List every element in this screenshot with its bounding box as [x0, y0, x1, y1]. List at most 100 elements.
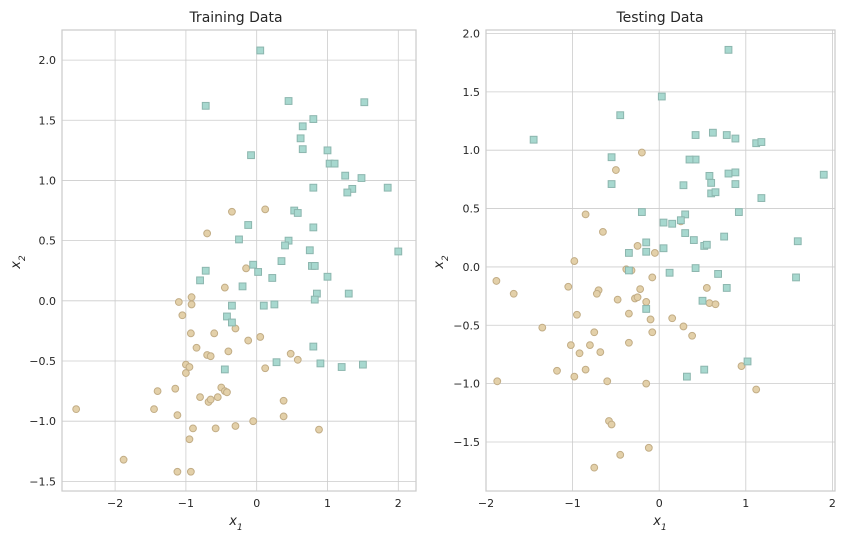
testing-point-class0 — [650, 249, 659, 257]
training-point-class1 — [357, 174, 366, 182]
testing-point-class0 — [581, 210, 590, 219]
training-point-class0 — [196, 393, 204, 402]
training-ylabel: x2 — [9, 255, 28, 270]
training-point-class1 — [344, 289, 353, 298]
testing-point-class0 — [586, 341, 594, 350]
training-point-class0 — [174, 298, 183, 306]
training-point-class1 — [330, 159, 339, 168]
training-plot-frame — [61, 29, 417, 492]
testing-point-class0 — [679, 322, 688, 331]
testing-ytick-label: −0.5 — [453, 319, 480, 332]
training-point-class0 — [256, 333, 265, 341]
testing-point-class1 — [731, 180, 740, 188]
testing-xtick-label: 0 — [656, 497, 663, 510]
training-point-class1 — [228, 318, 236, 327]
testing-point-class1 — [683, 372, 691, 381]
testing-ytick-label: −1.5 — [453, 436, 480, 449]
testing-point-class1 — [722, 284, 731, 292]
training-point-class1 — [323, 272, 332, 281]
testing-point-class0 — [648, 328, 657, 337]
testing-point-class0 — [636, 285, 645, 293]
training-ytick-label: 1.0 — [39, 174, 57, 187]
training-point-class0 — [279, 396, 288, 405]
testing-point-class0 — [711, 300, 720, 309]
testing-point-class0 — [599, 228, 607, 236]
training-point-class1 — [383, 183, 392, 192]
training-point-class1 — [316, 359, 325, 368]
training-point-class0 — [244, 336, 253, 345]
training-point-class1 — [343, 188, 352, 197]
testing-point-class1 — [607, 180, 616, 188]
training-point-class1 — [270, 300, 279, 309]
training-point-class1 — [249, 260, 258, 269]
testing-point-class0 — [553, 366, 561, 375]
training-point-class1 — [256, 46, 265, 55]
testing-point-class0 — [509, 289, 518, 298]
testing-point-class1 — [689, 236, 698, 244]
testing-point-class1 — [731, 168, 740, 177]
training-point-class0 — [192, 343, 201, 352]
training-point-class1 — [310, 295, 319, 304]
testing-point-class1 — [708, 128, 717, 137]
training-point-class0 — [185, 435, 194, 444]
training-point-class0 — [206, 395, 215, 404]
testing-xtick-label: −1 — [564, 497, 580, 510]
testing-point-class1 — [714, 270, 722, 278]
training-point-class0 — [119, 455, 128, 464]
testing-point-class1 — [757, 138, 766, 146]
testing-point-class1 — [676, 216, 685, 225]
testing-data-panel: Testing Data −2 −1 0 1 2 −1.5 −1.0 −0.5 0.0 0.5 1.… — [432, 10, 836, 533]
testing-point-class1 — [734, 208, 743, 216]
training-point-class1 — [309, 183, 318, 192]
testing-point-class1 — [698, 296, 707, 305]
training-point-class1 — [223, 312, 231, 321]
training-ytick-label: −0.5 — [29, 355, 56, 368]
testing-point-class0 — [624, 309, 633, 318]
testing-ytick-label: −1.0 — [453, 378, 480, 391]
training-point-class0 — [223, 388, 231, 397]
training-point-class0 — [203, 229, 212, 238]
training-point-class1 — [293, 209, 302, 217]
training-point-class1 — [298, 122, 307, 131]
training-point-class0 — [187, 293, 196, 302]
training-point-class1 — [254, 268, 263, 276]
training-point-class1 — [196, 276, 204, 285]
testing-point-class0 — [637, 148, 646, 157]
training-xtick-label: 0 — [253, 497, 260, 510]
training-point-class1 — [220, 365, 229, 374]
training-point-class1 — [247, 151, 255, 160]
testing-point-class1 — [607, 153, 616, 162]
training-point-class1 — [201, 101, 210, 110]
testing-point-class0 — [613, 295, 622, 304]
testing-point-class0 — [603, 377, 612, 386]
testing-point-class1 — [665, 268, 674, 277]
training-points — [72, 46, 403, 476]
training-point-class0 — [150, 405, 158, 414]
testing-point-class0 — [737, 362, 746, 371]
training-point-class0 — [153, 387, 162, 395]
testing-point-class1 — [685, 155, 694, 164]
testing-ytick-label: 1.0 — [463, 144, 481, 157]
testing-point-class0 — [624, 338, 633, 347]
training-point-class1 — [360, 98, 369, 107]
testing-point-class0 — [688, 331, 697, 340]
training-point-class0 — [224, 347, 233, 356]
testing-point-class0 — [644, 443, 653, 452]
training-point-class0 — [249, 417, 258, 426]
training-point-class1 — [359, 360, 367, 369]
training-point-class1 — [323, 146, 332, 155]
testing-point-class0 — [570, 257, 579, 265]
testing-point-class0 — [575, 349, 584, 358]
training-point-class0 — [173, 411, 182, 420]
testing-point-class1 — [616, 111, 625, 120]
testing-point-class1 — [691, 264, 700, 272]
testing-point-class1 — [793, 237, 802, 246]
testing-point-class1 — [707, 178, 716, 187]
training-point-class1 — [310, 262, 319, 270]
training-point-class1 — [272, 358, 281, 367]
training-xtick-label: 2 — [395, 497, 402, 510]
testing-point-class1 — [724, 169, 733, 178]
testing-point-class1 — [657, 92, 666, 101]
training-point-class1 — [268, 274, 277, 282]
